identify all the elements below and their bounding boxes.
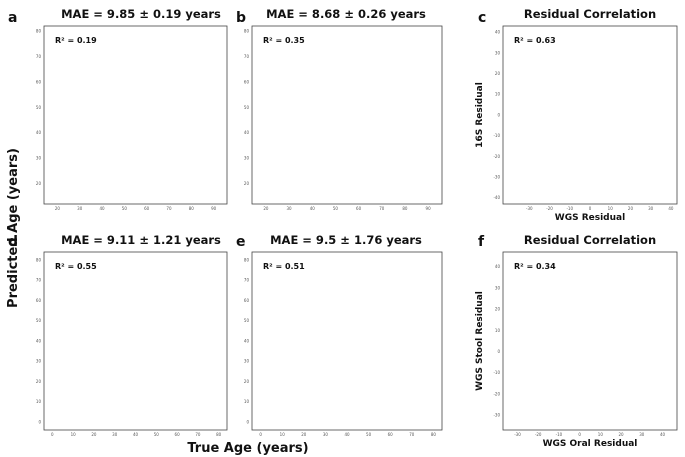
global-ylabel: Predicted Age (years) [6,148,21,308]
global-xlabel: True Age (years) [187,441,308,456]
